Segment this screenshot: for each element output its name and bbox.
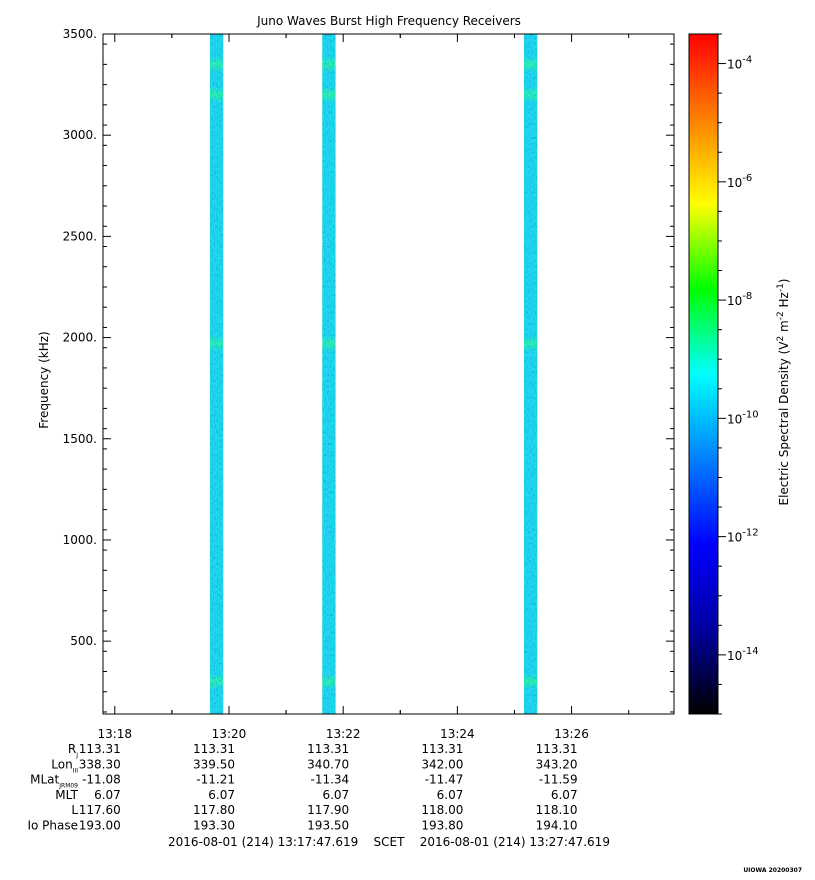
x-tick-label: 13:20 <box>212 727 247 741</box>
burst-column <box>523 34 538 714</box>
y-axis-label: Frequency (kHz) <box>37 331 51 428</box>
ephemeris-value: -11.34 <box>310 773 349 787</box>
colorbar-tick-label: 10-4 <box>727 55 752 72</box>
colorbar-tick-label: 10-10 <box>727 409 759 426</box>
colorbar-tick-label: 10-12 <box>727 528 759 545</box>
ephemeris-value: -11.47 <box>425 773 464 787</box>
y-tick-label: 1000. <box>63 533 97 547</box>
ephemeris-value: 6.07 <box>437 788 464 802</box>
ephemeris-value: 113.31 <box>79 742 121 756</box>
ephemeris-value: 6.07 <box>551 788 578 802</box>
ephemeris-row-label: MLT <box>55 788 78 802</box>
colorbar-axis: 10-14 10-12 10-10 10-8 10-6 10-4 <box>718 33 759 715</box>
x-tick-label: 13:18 <box>97 727 132 741</box>
ephemeris-value: 117.90 <box>307 803 349 817</box>
ephemeris-value: -11.59 <box>539 773 578 787</box>
ephemeris-row-label: MLatJRM09 <box>30 773 78 790</box>
ephemeris-value: -11.08 <box>82 773 121 787</box>
ephemeris-row-label: LonIII <box>51 757 78 774</box>
ephemeris-value: 117.60 <box>79 803 121 817</box>
ephemeris-value: 113.31 <box>536 742 578 756</box>
ephemeris-value: 117.80 <box>193 803 235 817</box>
axes-layer: 500. 1000. 1500. 2000. 2500. 3000. 3500. 13:18 1… <box>63 27 674 741</box>
y-tick-label: 3000. <box>63 128 97 142</box>
burst-layer <box>209 34 538 714</box>
ephemeris-value: 118.00 <box>421 803 463 817</box>
x-tick-label: 13:26 <box>554 727 589 741</box>
ephemeris-value: 113.31 <box>193 742 235 756</box>
x-tick-label: 13:24 <box>440 727 475 741</box>
ephemeris-value: 343.20 <box>536 757 578 771</box>
ephemeris-value: 193.00 <box>79 819 121 833</box>
y-tick-label: 3500. <box>63 27 97 41</box>
burst-column <box>209 34 224 714</box>
y-tick-label: 500. <box>70 634 97 648</box>
chart-title: Juno Waves Burst High Frequency Receiver… <box>256 14 521 28</box>
ephemeris-value: 6.07 <box>208 788 235 802</box>
colorbar-label: Electric Spectral Density (V2 m-2 Hz-1) <box>776 278 791 505</box>
ephemeris-value: 194.10 <box>536 819 578 833</box>
ephemeris-row-label: L <box>71 803 78 817</box>
colorbar-tick-label: 10-8 <box>727 291 752 308</box>
x-tick-label: 13:22 <box>326 727 361 741</box>
ephemeris-value: 118.10 <box>536 803 578 817</box>
plot-frame <box>102 33 675 715</box>
burst-column <box>322 34 336 714</box>
plot-area <box>103 34 674 714</box>
y-tick-label: 2500. <box>63 229 97 243</box>
ephemeris-value: 6.07 <box>94 788 121 802</box>
ephemeris-value: 338.30 <box>79 757 121 771</box>
y-tick-label: 1500. <box>63 432 97 446</box>
ephemeris-value: 6.07 <box>322 788 349 802</box>
ephemeris-value: 193.50 <box>307 819 349 833</box>
colorbar-tick-label: 10-6 <box>727 173 752 190</box>
ephemeris-value: 193.80 <box>421 819 463 833</box>
ephemeris-value: 342.00 <box>421 757 463 771</box>
credit-stamp: UIOWA 20200307 <box>743 867 802 874</box>
colorbar <box>688 33 719 715</box>
ephemeris-value: 340.70 <box>307 757 349 771</box>
ephemeris-value: 113.31 <box>421 742 463 756</box>
ephemeris-value: 339.50 <box>193 757 235 771</box>
colorbar-tick-label: 10-14 <box>727 646 759 663</box>
ephemeris-row-label: Io Phase <box>27 819 78 833</box>
ephemeris-value: 193.30 <box>193 819 235 833</box>
ephemeris-value: 113.31 <box>307 742 349 756</box>
ephemeris-row-label: RJ <box>68 742 78 759</box>
y-tick-label: 2000. <box>63 331 97 345</box>
ephemeris-value: -11.21 <box>196 773 235 787</box>
time-range-footer: 2016-08-01 (214) 13:17:47.619 SCET 2016-… <box>168 835 610 849</box>
